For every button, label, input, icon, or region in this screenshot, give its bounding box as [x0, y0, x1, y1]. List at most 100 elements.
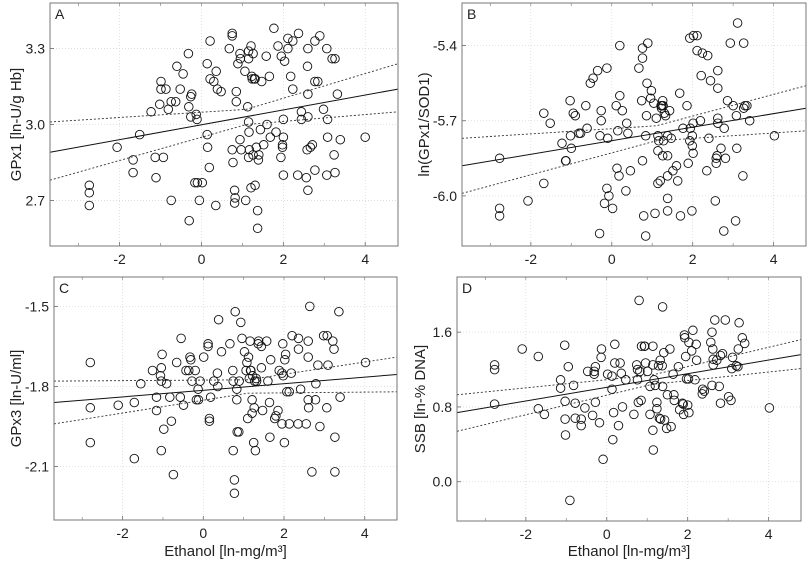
data-point [228, 157, 238, 168]
data-point [711, 158, 721, 169]
data-point [231, 86, 242, 97]
data-point [645, 93, 656, 103]
data-point [617, 105, 628, 116]
data-point [128, 155, 138, 165]
data-point [648, 445, 659, 455]
data-point [697, 48, 708, 58]
data-point [769, 131, 780, 141]
data-point [303, 395, 313, 405]
data-point [283, 33, 293, 44]
data-point [638, 211, 649, 221]
data-point [719, 226, 729, 236]
data-point [744, 115, 755, 126]
data-point [323, 360, 333, 370]
data-point [303, 403, 314, 413]
data-point [636, 95, 647, 106]
data-point [147, 365, 158, 376]
data-point [310, 165, 320, 175]
data-point [256, 363, 267, 373]
data-point [602, 133, 613, 144]
data-point [640, 341, 650, 351]
data-point [557, 138, 567, 149]
data-point [602, 369, 613, 379]
data-point [129, 397, 140, 408]
data-point [301, 419, 311, 429]
data-point [235, 48, 245, 59]
data-point [489, 399, 500, 409]
data-point [265, 355, 276, 365]
data-point [175, 84, 185, 94]
data-point [293, 333, 304, 344]
data-point [330, 432, 340, 442]
data-point [156, 445, 167, 456]
data-point [229, 488, 240, 499]
data-point [588, 73, 598, 83]
data-point [225, 339, 235, 349]
data-point [728, 100, 738, 111]
data-point [280, 355, 290, 365]
data-point [269, 413, 280, 424]
data-point [642, 366, 653, 377]
data-point [654, 413, 665, 423]
data-point [662, 206, 673, 216]
data-point [582, 123, 592, 134]
data-point [293, 419, 303, 429]
data-point [330, 167, 340, 178]
data-point [166, 96, 176, 107]
data-point [246, 41, 256, 51]
data-point [250, 74, 260, 84]
data-point [303, 336, 313, 346]
data-point [737, 333, 748, 343]
data-point [307, 467, 317, 477]
data-point [657, 361, 667, 371]
data-point [209, 76, 219, 87]
data-point [253, 336, 264, 346]
data-point [596, 105, 606, 116]
ci-lower-line [461, 130, 807, 194]
data-point [602, 63, 612, 73]
data-point [310, 36, 320, 46]
data-point [678, 409, 689, 420]
data-point [232, 395, 242, 405]
data-point [629, 409, 639, 420]
data-point [666, 421, 676, 432]
x-axis-label: Ethanol [ln-mg/m³] [568, 543, 691, 560]
data-point [155, 371, 166, 381]
data-point [561, 156, 571, 166]
data-point [666, 133, 676, 144]
data-point [216, 86, 226, 97]
data-point [590, 397, 601, 408]
data-point [604, 191, 614, 201]
data-point [570, 110, 581, 121]
data-point [568, 380, 579, 391]
data-point [240, 195, 251, 206]
data-point [322, 403, 332, 413]
data-point [652, 397, 662, 408]
data-point [720, 153, 731, 164]
data-point [203, 339, 213, 349]
data-point [674, 88, 685, 98]
data-point [151, 392, 162, 402]
data-point [229, 475, 240, 485]
data-point [253, 155, 264, 165]
data-point [662, 171, 673, 181]
data-point [697, 389, 708, 399]
data-point [539, 108, 549, 118]
data-point [261, 51, 271, 61]
data-point [696, 70, 706, 81]
data-point [288, 84, 298, 94]
data-point [733, 344, 744, 354]
data-point [329, 150, 339, 160]
data-point [732, 143, 742, 154]
data-point [616, 368, 627, 379]
data-point [250, 180, 260, 191]
data-point [683, 374, 694, 384]
data-point [151, 172, 161, 183]
ci-upper-line [456, 339, 802, 396]
data-point [687, 206, 697, 216]
data-point [211, 200, 221, 211]
data-point [276, 152, 286, 163]
data-point [244, 127, 254, 137]
data-point [277, 142, 288, 153]
y-axis-label: SSB [ln-% DNA] [412, 345, 429, 453]
